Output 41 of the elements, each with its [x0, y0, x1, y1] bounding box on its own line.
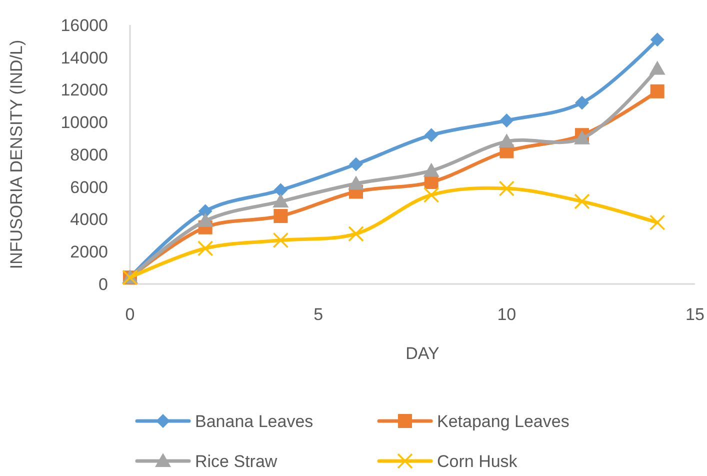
- y-tick-label: 6000: [70, 178, 108, 197]
- y-tick-label: 16000: [60, 16, 108, 35]
- point: [272, 232, 289, 248]
- point: [423, 162, 440, 177]
- point: [198, 204, 212, 218]
- y-tick-label: 2000: [70, 242, 108, 262]
- legend-label: Banana Leaves: [195, 412, 314, 431]
- point: [348, 176, 364, 190]
- point: [650, 84, 664, 98]
- point: [650, 32, 664, 47]
- point: [574, 194, 590, 210]
- point: [649, 60, 666, 75]
- point: [197, 212, 214, 227]
- y-tick-label: 10000: [60, 113, 108, 132]
- point: [498, 180, 515, 196]
- point: [423, 187, 440, 203]
- y-tick-label: 4000: [70, 210, 108, 230]
- legend-label: Rice Straw: [195, 452, 278, 471]
- legend-label: Corn Husk: [437, 452, 518, 471]
- x-tick-label: 0: [125, 305, 135, 324]
- point: [500, 114, 514, 128]
- point: [498, 134, 515, 148]
- point: [424, 128, 438, 142]
- x-tick-label: 15: [686, 305, 704, 324]
- point: [349, 157, 363, 172]
- x-tick-label: 10: [497, 305, 516, 324]
- point: [274, 183, 288, 198]
- point: [274, 209, 288, 224]
- y-tick-label: 0: [98, 274, 108, 294]
- point: [197, 240, 214, 256]
- point: [272, 193, 289, 208]
- x-tick-label: 5: [314, 305, 324, 324]
- point: [575, 96, 589, 110]
- point: [348, 226, 364, 242]
- y-tick-label: 14000: [60, 48, 108, 68]
- x-axis-title: DAY: [406, 344, 440, 363]
- y-axis-title: INFUSORIA DENSITY (IND/L): [7, 40, 26, 270]
- y-tick-label: 8000: [70, 145, 108, 164]
- legend-label: Ketapang Leaves: [437, 412, 570, 431]
- y-tick-label: 12000: [60, 80, 108, 100]
- point: [649, 214, 666, 230]
